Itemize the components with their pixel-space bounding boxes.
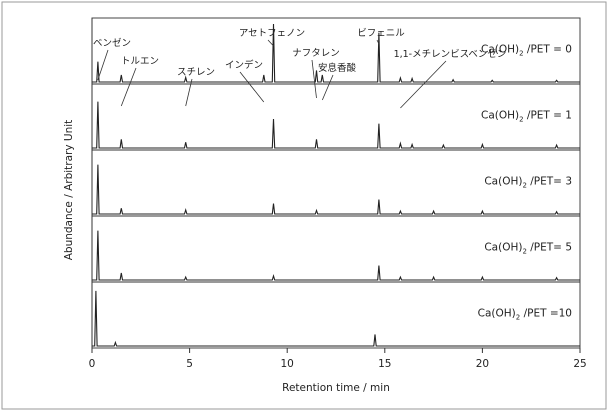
- peak-label: アセトフェノン: [239, 28, 305, 39]
- peak-leader-line: [121, 68, 136, 106]
- peak-label: ナフタレン: [292, 48, 340, 59]
- panel-label-5: Ca(OH)2 /PET =10: [478, 307, 572, 321]
- x-tick-label: 25: [573, 358, 586, 370]
- x-tick-label: 20: [476, 358, 489, 370]
- peak-leader-line: [98, 50, 108, 80]
- panel-label-2: Ca(OH)2 /PET = 1: [481, 109, 572, 123]
- x-tick-label: 5: [186, 358, 193, 370]
- peak-label: ビフェニル: [357, 28, 405, 39]
- panel-label-4: Ca(OH)2 /PET= 5: [484, 241, 572, 255]
- peak-label: インデン: [225, 59, 263, 71]
- peak-label: 安息香酸: [318, 62, 357, 74]
- peak-leader-line: [240, 72, 264, 102]
- chromatogram-trace-4: [92, 231, 580, 280]
- peak-label: ベンゼン: [93, 37, 131, 49]
- x-axis-ticks: 0 5 10 15 20 25: [89, 348, 587, 370]
- peak-label: スチレン: [177, 67, 215, 78]
- chromatogram-trace-3: [92, 165, 580, 214]
- peak-leader-line: [186, 79, 192, 106]
- x-tick-label: 15: [378, 358, 391, 370]
- peak-leader-line: [322, 75, 333, 100]
- y-axis-title: Abundance / Arbitrary Unit: [63, 120, 75, 261]
- x-tick-label: 0: [89, 358, 96, 370]
- peak-label: トルエン: [121, 56, 159, 67]
- x-axis-title: Retention time / min: [282, 382, 390, 394]
- panel-label-3: Ca(OH)2 /PET= 3: [484, 175, 572, 189]
- x-tick-label: 10: [281, 358, 294, 370]
- peak-label: 1,1-メチレンビスベンゼン: [394, 48, 507, 60]
